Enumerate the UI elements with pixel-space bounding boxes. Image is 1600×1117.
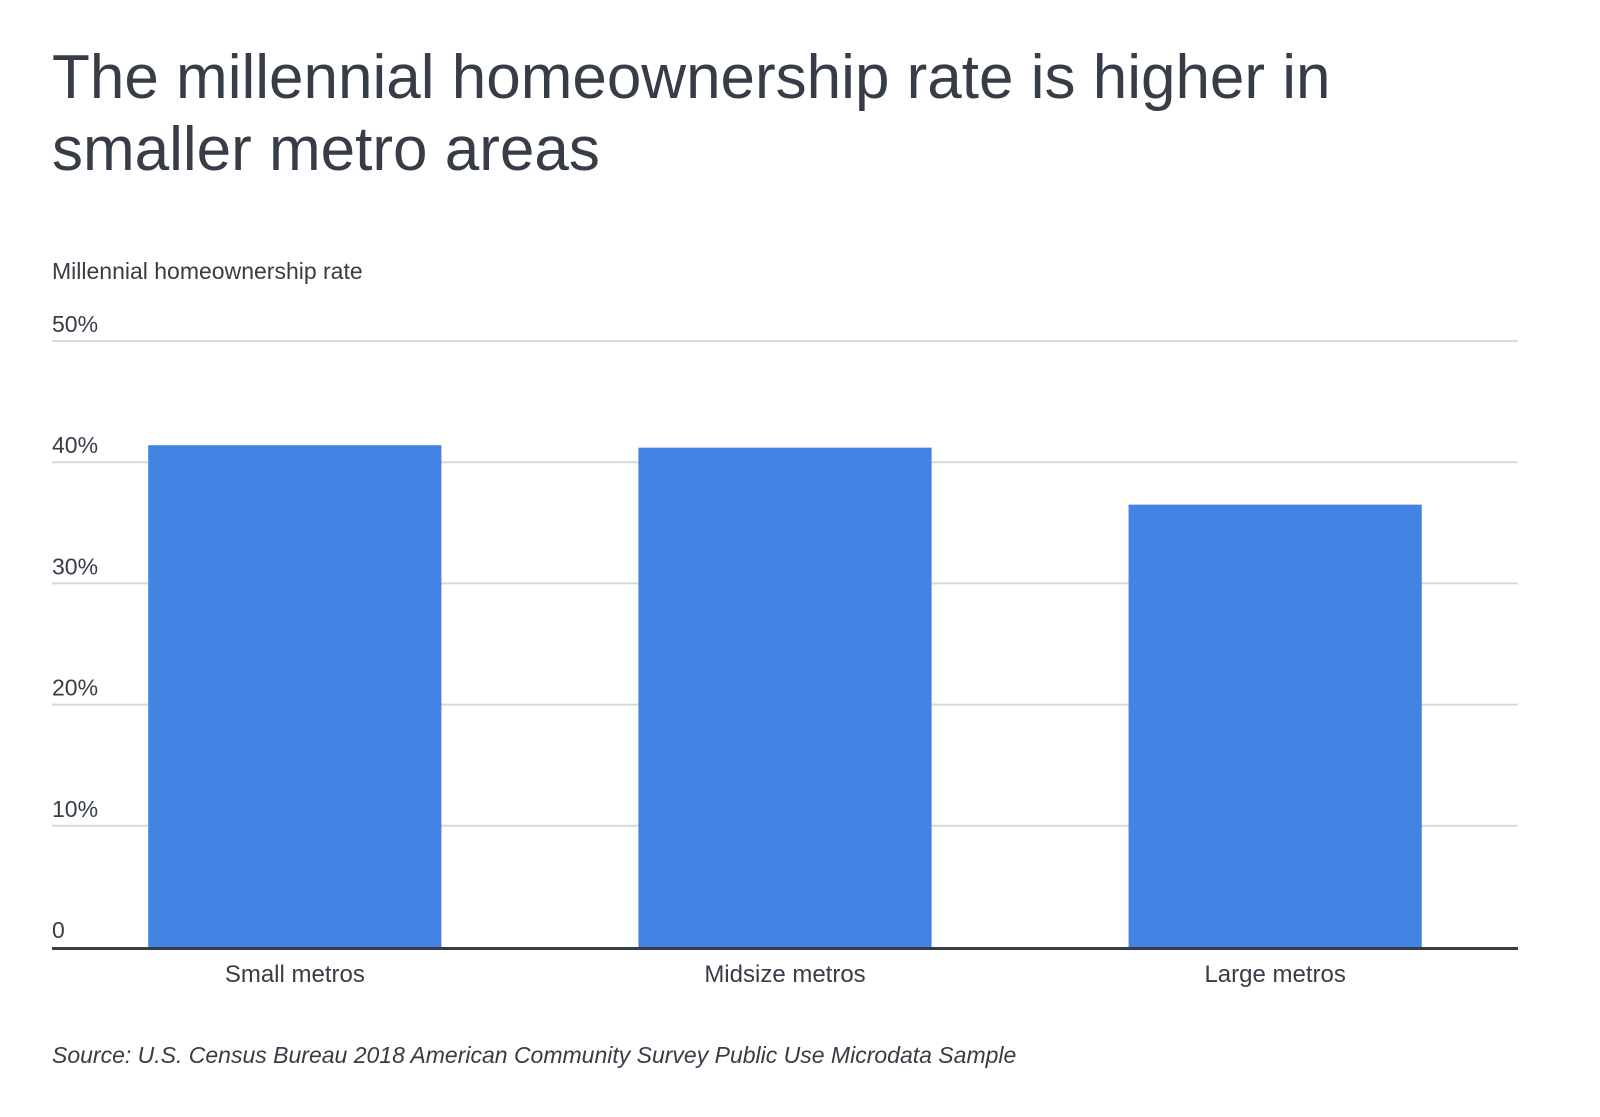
bars [148,445,1422,947]
bar-small-metros [148,445,442,947]
chart-title: The millennial homeownership rate is hig… [52,43,1331,184]
x-tick-label: Large metros [1204,961,1345,988]
y-tick-label: 40% [52,432,98,458]
bar-large-metros [1128,504,1422,947]
source-note: Source: U.S. Census Bureau 2018 American… [52,1042,1017,1068]
x-tick-label: Small metros [225,961,365,988]
y-tick-label: 0 [52,917,65,943]
y-tick-label: 10% [52,796,98,822]
y-tick-label: 20% [52,675,98,701]
x-tick-label: Midsize metros [704,961,865,988]
y-tick-labels: 0 10% 20% 30% 40% 50% [52,311,98,943]
y-tick-label: 50% [52,311,98,337]
x-tick-labels: Small metros Midsize metros Large metros [225,961,1346,988]
y-axis-label: Millennial homeownership rate [52,258,363,284]
y-tick-label: 30% [52,553,98,579]
bar-midsize-metros [638,447,932,947]
